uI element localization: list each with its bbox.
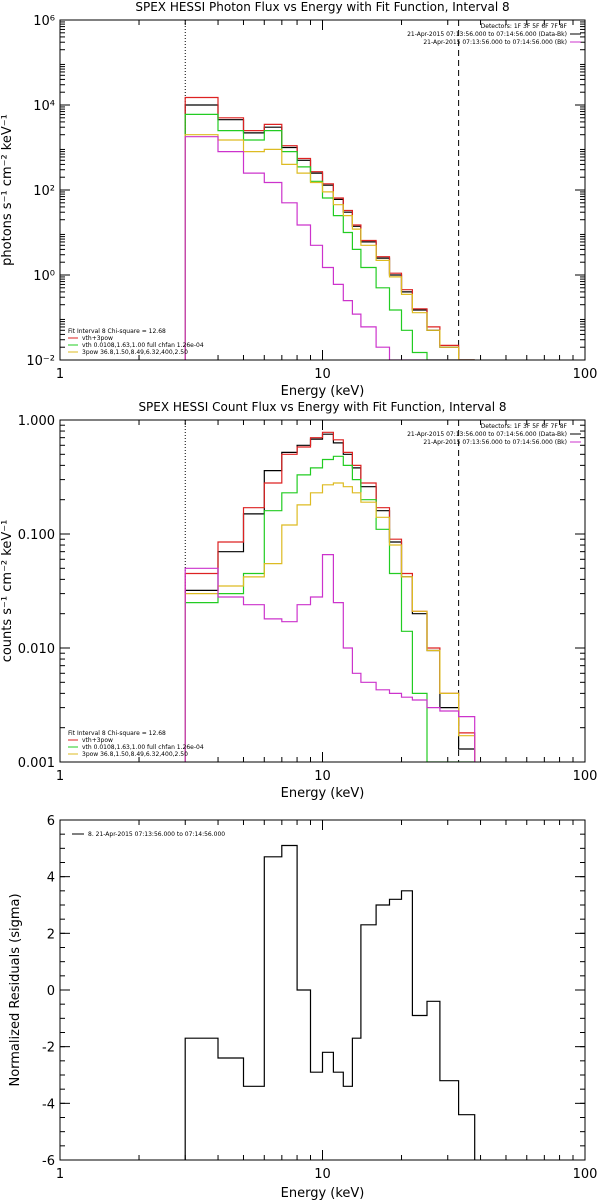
y-tick-label: 10⁶	[33, 14, 55, 29]
plot-frame	[59, 19, 586, 361]
x-tick-label: 1	[56, 769, 64, 784]
series-3-histogram	[184, 455, 475, 762]
legend-entry: 3pow 36.8,1.50,8.49,6.32,400,2.50	[82, 349, 188, 356]
chart-title: SPEX HESSI Count Flux vs Energy with Fit…	[138, 400, 506, 414]
y-tick-label: 1.000	[18, 414, 55, 429]
x-axis-label: Energy (keV)	[281, 1186, 365, 1200]
legend-entry: 3pow 36.8,1.50,8.49,6.32,400,2.50	[82, 751, 188, 758]
legend-entry: 21-Apr-2015 07:13:56.000 to 07:14:56.000…	[423, 439, 567, 446]
x-tick-label: 100	[573, 1167, 598, 1182]
legend-entry: Fit Interval 8 Chi-square = 12.68	[68, 328, 166, 335]
panel-1: SPEX HESSI Photon Flux vs Energy with Fi…	[0, 0, 597, 399]
y-tick-label: 0	[47, 984, 55, 999]
legend-entry: 21-Apr-2015 07:13:56.000 to 07:14:56.000…	[423, 39, 567, 46]
y-tick-label: 0.001	[18, 756, 55, 771]
series-1-histogram	[184, 104, 475, 360]
y-tick-label: 0.100	[18, 528, 55, 543]
chart-title: SPEX HESSI Photon Flux vs Energy with Fi…	[135, 0, 509, 14]
legend-entry: 21-Apr-2015 07:13:56.000 to 07:14:56.000…	[407, 431, 567, 438]
x-tick-label: 10	[314, 1167, 331, 1182]
legend-entry: vth+3pow	[82, 335, 113, 342]
legend-entry: 21-Apr-2015 07:13:56.000 to 07:14:56.000…	[407, 31, 567, 38]
y-axis-label: photons s⁻¹ cm⁻² keV⁻¹	[0, 114, 15, 266]
y-axis-label: counts s⁻¹ cm⁻² keV⁻¹	[0, 520, 15, 663]
y-axis-label: Normalized Residuals (sigma)	[8, 893, 23, 1086]
x-tick-label: 10	[314, 367, 331, 382]
series-4-histogram	[184, 482, 476, 762]
panel-3: 1 10 100 -6 -4 -2 0 2 4 6 Energy (keV) Normalized R…	[8, 814, 597, 1200]
legend-entry: 8. 21-Apr-2015 07:13:56.000 to 07:14:56.…	[88, 831, 225, 838]
y-tick-label: 0.010	[18, 642, 55, 657]
y-tick-label: 6	[47, 814, 55, 829]
series-5-histogram	[184, 554, 476, 762]
legend-entry: Detectors: 1F 3F 5F 6F 7F 8F	[481, 423, 568, 430]
legend-entry: vth 0.0108,1.63,1.00 full chfan 1.26e-04	[82, 744, 204, 751]
y-tick-label: 10²	[33, 184, 55, 199]
x-tick-label: 1	[56, 1167, 64, 1182]
x-axis-label: Energy (keV)	[281, 384, 365, 399]
y-tick-label: 2	[47, 927, 55, 942]
x-tick-label: 10	[314, 769, 331, 784]
y-tick-label: -4	[42, 1097, 55, 1112]
y-tick-label: 10⁴	[33, 99, 55, 114]
legend-entry: vth+3pow	[82, 737, 113, 744]
plot-frame	[59, 419, 586, 763]
series-4-histogram	[184, 134, 475, 360]
legend-entry: Fit Interval 8 Chi-square = 12.68	[68, 730, 166, 737]
legend-entry: vth 0.0108,1.63,1.00 full chfan 1.26e-04	[82, 342, 204, 349]
y-tick-label: 10⁻²	[26, 354, 55, 369]
series-2-histogram	[184, 96, 475, 360]
series-1-histogram	[184, 844, 476, 1160]
y-tick-label: -6	[42, 1154, 55, 1169]
x-tick-label: 100	[573, 367, 598, 382]
legend-entry: Detectors: 1F 3F 5F 6F 7F 8F	[481, 23, 568, 30]
series-5-histogram	[184, 136, 475, 360]
y-tick-label: 10⁰	[33, 269, 55, 284]
x-tick-label: 100	[573, 769, 598, 784]
series-1-histogram	[184, 433, 476, 762]
x-tick-label: 1	[56, 367, 64, 382]
x-axis-label: Energy (keV)	[281, 786, 365, 801]
panel-2: SPEX HESSI Count Flux vs Energy with Fit…	[0, 400, 597, 801]
plot-frame	[59, 819, 586, 1161]
y-tick-label: -2	[42, 1041, 55, 1056]
y-tick-label: 4	[47, 871, 55, 886]
